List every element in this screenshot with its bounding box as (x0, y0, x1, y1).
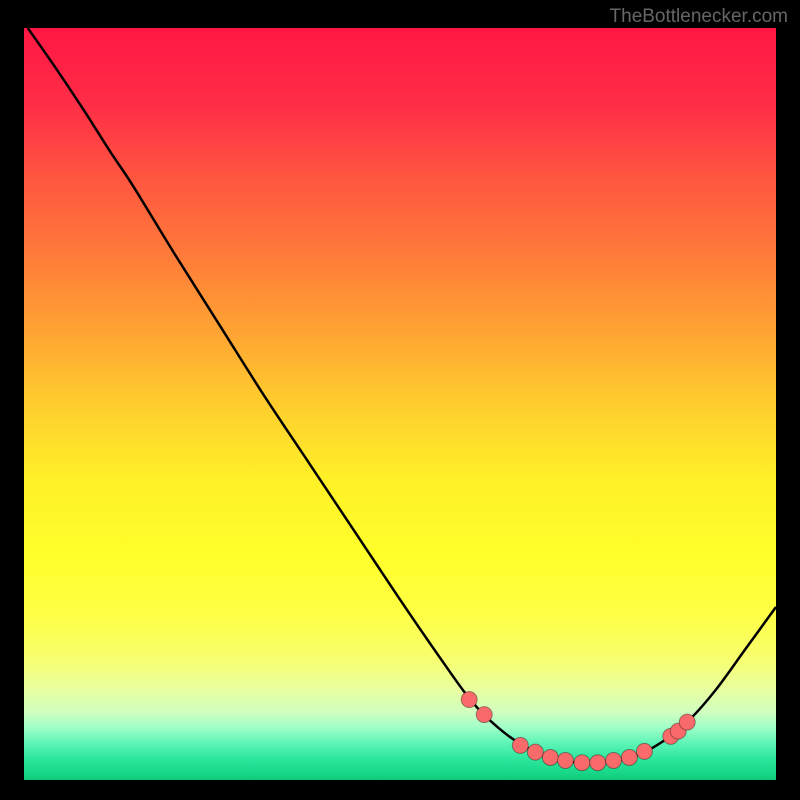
data-marker (574, 755, 590, 771)
curve-path (28, 28, 776, 763)
data-marker (512, 737, 528, 753)
data-marker (476, 707, 492, 723)
data-marker (542, 749, 558, 765)
data-marker (679, 714, 695, 730)
data-marker (636, 743, 652, 759)
data-marker (461, 692, 477, 708)
watermark-text: TheBottlenecker.com (610, 6, 788, 28)
markers-group (461, 692, 695, 771)
data-marker (606, 752, 622, 768)
plot-area (24, 28, 776, 780)
data-marker (590, 755, 606, 771)
curve-layer (24, 28, 776, 780)
data-marker (527, 744, 543, 760)
data-marker (621, 749, 637, 765)
data-marker (557, 752, 573, 768)
